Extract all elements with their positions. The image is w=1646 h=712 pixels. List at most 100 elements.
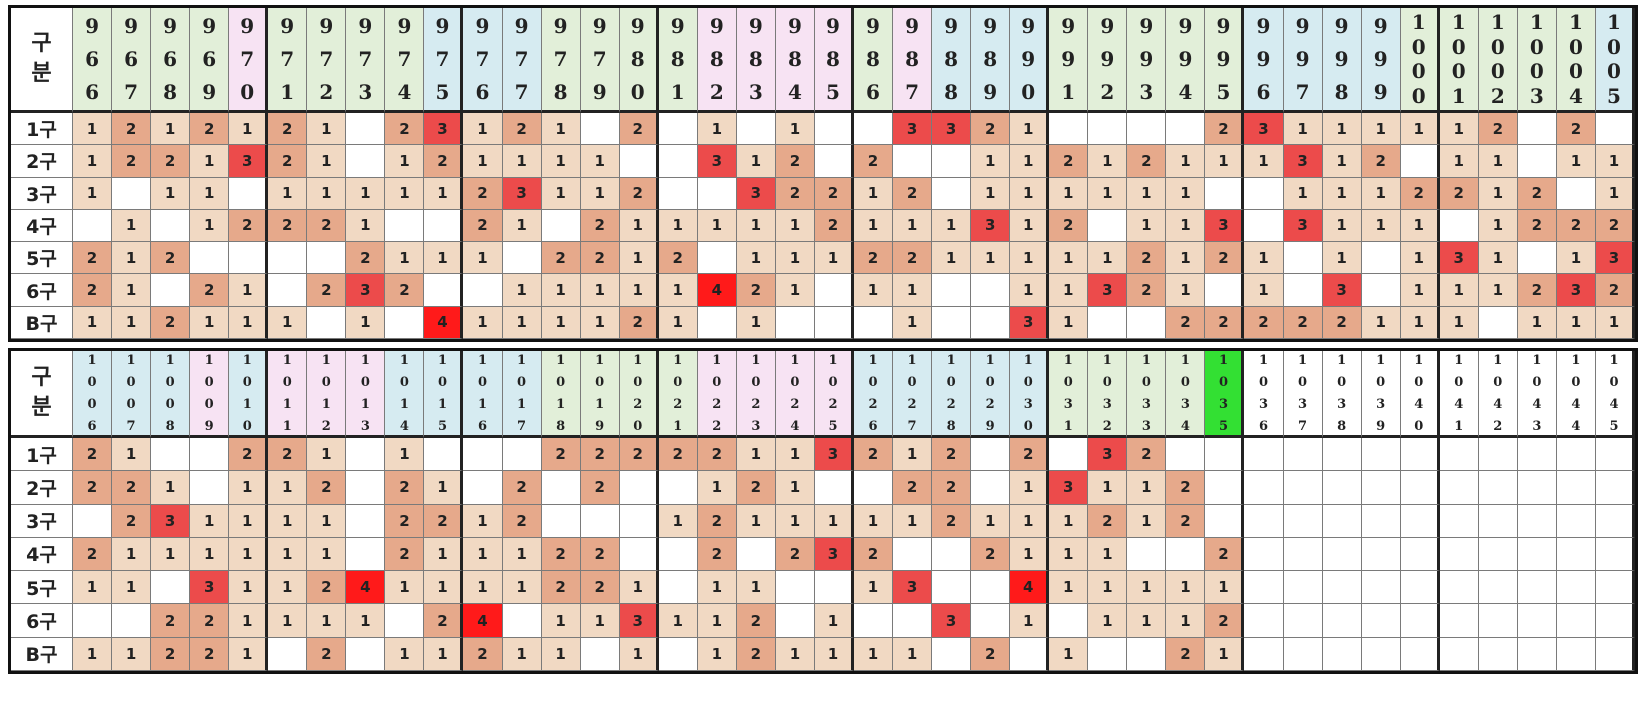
count-cell: 1 [541,306,581,339]
count-cell: 1 [1283,177,1323,210]
count-cell: 1 [1166,571,1206,605]
count-cell: 1 [1010,113,1050,146]
count-cell: 2 [151,145,191,178]
count-cell: 2 [619,438,659,472]
count-cell: 1 [463,504,503,538]
count-cell: 1 [619,242,659,275]
count-cell [1439,471,1479,505]
count-cell: 1 [307,537,347,572]
count-cell: 1 [112,306,152,339]
count-cell [736,113,776,146]
count-cell: 1 [619,274,659,307]
count-cell [1049,113,1089,146]
count-cell: 3 [1439,242,1479,275]
count-cell: 1 [1127,571,1167,605]
count-cell [971,571,1011,605]
count-cell [932,571,972,605]
count-cell [971,274,1011,307]
count-cell [775,604,815,638]
count-cell: 3 [346,274,386,307]
count-cell: 1 [1556,145,1596,178]
count-cell: 2 [814,177,854,210]
count-cell: 1 [853,177,894,210]
count-cell: 1 [775,471,815,505]
count-cell [1517,537,1557,572]
count-cell [1322,604,1362,638]
count-cell [1478,471,1518,505]
count-cell: 2 [853,438,894,472]
count-cell [1439,438,1479,472]
count-cell: 2 [658,438,698,472]
count-cell [1283,637,1323,671]
count-cell: 1 [775,242,815,275]
count-cell: 1 [1010,471,1050,505]
count-cell [1088,306,1128,339]
count-cell: 1 [1010,177,1050,210]
count-cell: 1 [1010,209,1050,243]
count-cell: 1 [190,306,230,339]
count-cell: 3 [1322,274,1362,307]
row-label: B구 [11,637,73,671]
count-cell [268,242,308,275]
count-cell: 1 [229,504,269,538]
count-cell [1127,306,1167,339]
count-cell [151,571,191,605]
count-cell [619,504,659,538]
count-cell [502,604,542,638]
count-cell: 1 [346,177,386,210]
count-cell [1556,504,1596,538]
count-cell: 2 [463,177,503,210]
count-cell: 2 [893,177,933,210]
count-cell: 2 [307,471,347,505]
count-cell: 1 [1088,537,1128,572]
count-cell: 1 [1400,209,1440,243]
count-cell: 1 [541,145,581,178]
count-cell [658,637,698,671]
count-cell: 1 [229,274,269,307]
count-cell: 2 [775,537,815,572]
count-cell [1439,637,1479,671]
count-cell [1517,637,1557,671]
count-cell: 1 [424,471,464,505]
count-cell: 1 [893,306,933,339]
count-cell: 1 [580,145,620,178]
count-cell: 1 [1127,604,1167,638]
count-cell: 1 [775,504,815,538]
count-cell [971,438,1011,472]
count-cell: 1 [502,571,542,605]
count-cell [1244,571,1284,605]
count-cell: 1 [346,209,386,243]
count-cell: 2 [346,242,386,275]
count-cell [1205,438,1245,472]
count-cell: 2 [775,145,815,178]
count-cell [1283,274,1323,307]
count-cell [1322,471,1362,505]
count-cell [424,274,464,307]
count-cell: 2 [463,209,503,243]
count-cell: 1 [853,209,894,243]
count-cell: 1 [229,471,269,505]
count-cell [73,504,113,538]
count-cell [112,177,152,210]
count-cell [1478,306,1518,339]
count-cell: 1 [151,537,191,572]
count-cell: 2 [1400,177,1440,210]
count-cell [1283,504,1323,538]
count-cell: 2 [1244,306,1284,339]
count-cell: 2 [932,471,972,505]
count-cell: 1 [814,604,854,638]
count-cell: 1 [619,209,659,243]
